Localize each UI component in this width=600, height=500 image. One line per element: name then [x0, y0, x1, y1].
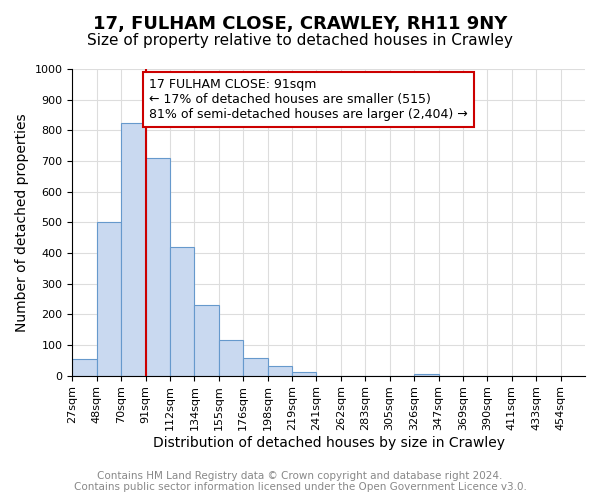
- Y-axis label: Number of detached properties: Number of detached properties: [15, 113, 29, 332]
- Bar: [243, 358, 268, 376]
- Bar: [292, 372, 316, 376]
- Text: Size of property relative to detached houses in Crawley: Size of property relative to detached ho…: [87, 32, 513, 48]
- Bar: [194, 305, 219, 376]
- Bar: [170, 247, 194, 376]
- X-axis label: Distribution of detached houses by size in Crawley: Distribution of detached houses by size …: [152, 436, 505, 450]
- Bar: [121, 122, 146, 376]
- Bar: [97, 222, 121, 376]
- Bar: [146, 158, 170, 376]
- Text: 17, FULHAM CLOSE, CRAWLEY, RH11 9NY: 17, FULHAM CLOSE, CRAWLEY, RH11 9NY: [93, 15, 507, 33]
- Text: 17 FULHAM CLOSE: 91sqm
← 17% of detached houses are smaller (515)
81% of semi-de: 17 FULHAM CLOSE: 91sqm ← 17% of detached…: [149, 78, 468, 121]
- Bar: [268, 366, 292, 376]
- Bar: [414, 374, 439, 376]
- Bar: [72, 359, 97, 376]
- Text: Contains HM Land Registry data © Crown copyright and database right 2024.
Contai: Contains HM Land Registry data © Crown c…: [74, 471, 526, 492]
- Bar: [219, 340, 243, 376]
